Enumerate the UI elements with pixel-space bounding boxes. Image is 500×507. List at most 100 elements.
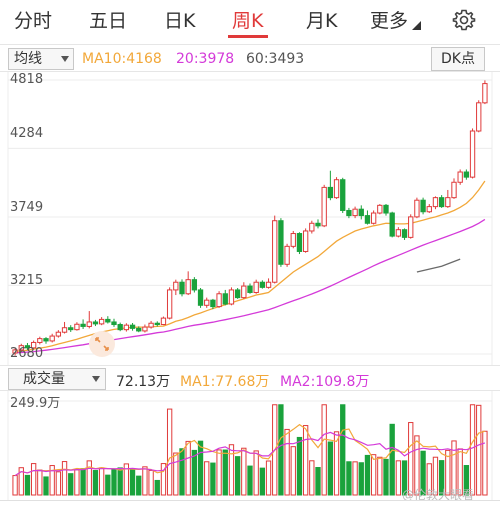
candle-body bbox=[302, 230, 309, 252]
candle-body bbox=[340, 179, 346, 211]
volume-bar bbox=[321, 404, 327, 496]
tab-more[interactable]: 更多 bbox=[370, 10, 409, 32]
dk-point-button[interactable]: DK点 bbox=[431, 47, 485, 71]
candle-body bbox=[154, 322, 160, 326]
candle-body bbox=[463, 171, 470, 178]
candle-body bbox=[408, 216, 414, 238]
volume-bar bbox=[469, 404, 476, 496]
candle-body bbox=[370, 212, 377, 224]
volume-bar bbox=[30, 463, 37, 496]
candle-body bbox=[92, 321, 99, 325]
volume-ma1-value: MA1:77.68万 bbox=[180, 374, 270, 390]
candle-body bbox=[98, 318, 105, 325]
candle-body bbox=[24, 345, 31, 349]
candle-body bbox=[86, 321, 92, 327]
volume-bar bbox=[234, 456, 241, 496]
ma60-value: 60:3493 bbox=[246, 51, 305, 67]
volume-bar bbox=[265, 460, 272, 496]
volume-bar bbox=[24, 474, 31, 496]
triangle-down-icon[interactable] bbox=[412, 21, 421, 30]
volume-bar bbox=[179, 448, 185, 496]
tab-five-day[interactable]: 五日 bbox=[89, 10, 128, 32]
volume-bar bbox=[302, 425, 309, 496]
volume-bar bbox=[49, 465, 55, 496]
candle-body bbox=[129, 324, 136, 329]
volume-bar bbox=[197, 440, 204, 496]
volume-bar bbox=[426, 463, 432, 496]
volume-bar bbox=[259, 467, 266, 496]
volume-bar bbox=[377, 456, 383, 496]
volume-bar bbox=[80, 468, 86, 496]
tab-monthly-k[interactable]: 月K bbox=[306, 10, 338, 32]
volume-bar bbox=[142, 466, 148, 496]
price-tick: 4284 bbox=[10, 126, 44, 141]
candle-body bbox=[445, 197, 451, 208]
volume-bar bbox=[43, 476, 49, 496]
volume-bar bbox=[284, 428, 290, 496]
candle-body bbox=[185, 279, 191, 295]
candle-body bbox=[383, 204, 389, 214]
tab-daily-k[interactable]: 日K bbox=[164, 10, 196, 32]
candle-body bbox=[278, 220, 284, 265]
caret-down-icon bbox=[61, 56, 69, 62]
volume-bar bbox=[37, 469, 43, 496]
volume-bar bbox=[340, 404, 346, 496]
ma-indicator-bar: 均线 MA10:4168 20:3978 60:3493 DK点 bbox=[0, 44, 500, 72]
candle-body bbox=[438, 197, 445, 208]
volume-bar bbox=[129, 469, 136, 496]
candle-body bbox=[142, 326, 148, 332]
volume-bar bbox=[111, 468, 117, 496]
bottom-strip bbox=[0, 500, 500, 507]
volume-bar bbox=[191, 449, 198, 496]
volume-chart[interactable] bbox=[0, 391, 500, 500]
volume-bar bbox=[247, 465, 253, 496]
volume-bar bbox=[222, 449, 228, 496]
candle-body bbox=[111, 321, 117, 326]
volume-bar bbox=[123, 463, 130, 496]
volume-bar bbox=[309, 460, 315, 496]
expand-arrows-icon[interactable] bbox=[88, 330, 116, 358]
price-chart[interactable] bbox=[0, 72, 500, 365]
ma-type-selector[interactable]: 均线 bbox=[8, 48, 74, 70]
candle-body bbox=[327, 186, 334, 199]
volume-bar bbox=[136, 475, 142, 496]
candle-body bbox=[315, 222, 321, 227]
volume-bar bbox=[451, 440, 457, 496]
candle-body bbox=[173, 281, 179, 291]
volume-bar bbox=[216, 449, 222, 496]
candle-body bbox=[12, 349, 18, 354]
volume-bar bbox=[327, 441, 334, 496]
candle-body bbox=[123, 324, 130, 331]
candle-body bbox=[179, 281, 185, 295]
volume-indicator-bar: 成交量 72.13万 MA1:77.68万 MA2:109.8万 bbox=[0, 365, 500, 391]
active-tab-indicator bbox=[228, 35, 268, 38]
volume-bar bbox=[476, 404, 482, 496]
candle-body bbox=[401, 229, 408, 238]
candle-body bbox=[80, 323, 86, 327]
volume-bar bbox=[395, 460, 402, 496]
gear-icon[interactable] bbox=[452, 8, 476, 32]
volume-bar bbox=[55, 471, 62, 496]
volume-bar bbox=[204, 461, 210, 496]
volume-bar bbox=[148, 469, 154, 496]
volume-type-selector[interactable]: 成交量 bbox=[8, 368, 106, 390]
candle-body bbox=[247, 285, 253, 293]
volume-bar bbox=[253, 450, 259, 496]
volume-bar bbox=[74, 469, 80, 496]
candle-body bbox=[61, 327, 68, 333]
candle-body bbox=[37, 338, 43, 343]
volume-bar bbox=[166, 408, 173, 496]
candle-body bbox=[49, 335, 55, 342]
candle-body bbox=[333, 179, 340, 199]
candle-body bbox=[216, 293, 222, 308]
candle-body bbox=[321, 186, 327, 227]
ma60-line bbox=[416, 258, 461, 273]
tab-weekly-k[interactable]: 周K bbox=[232, 10, 264, 32]
candle-body bbox=[426, 206, 432, 213]
candle-body bbox=[55, 331, 62, 337]
caret-down-icon bbox=[92, 376, 100, 382]
volume-bar bbox=[414, 435, 420, 496]
volume-type-label: 成交量 bbox=[23, 371, 65, 387]
candle-body bbox=[241, 285, 247, 299]
tab-intraday[interactable]: 分时 bbox=[14, 10, 53, 32]
